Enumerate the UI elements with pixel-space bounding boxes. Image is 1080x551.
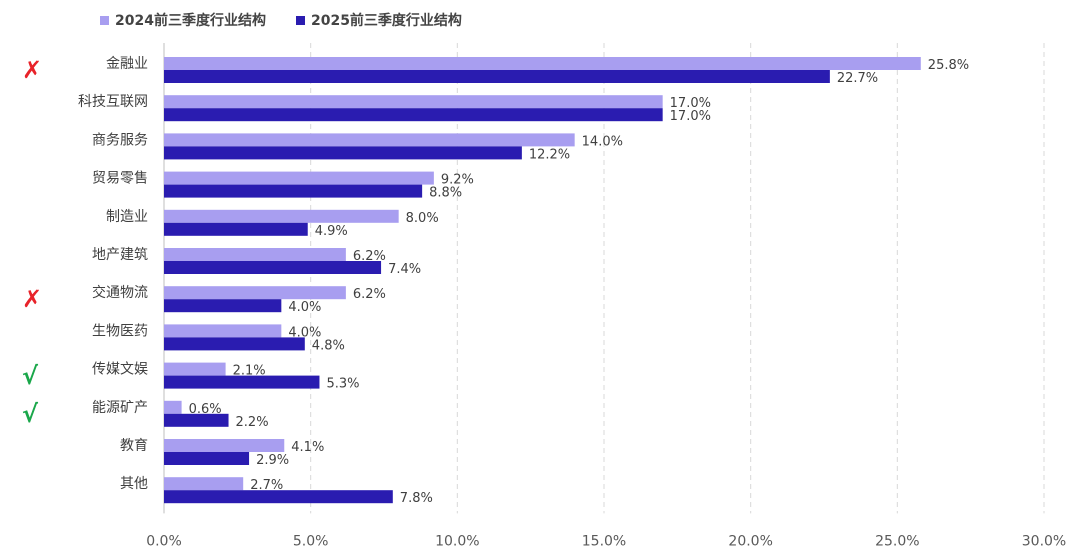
bar-2025 bbox=[164, 337, 305, 351]
bar-2024 bbox=[164, 171, 434, 185]
legend-item-2025: 2025前三季度行业结构 bbox=[295, 10, 462, 30]
value-label-2024: 14.0% bbox=[582, 134, 623, 149]
bar-2025 bbox=[164, 261, 382, 274]
x-tick-label: 20.0% bbox=[728, 533, 772, 549]
chart-legend: 2024前三季度行业结构 2025前三季度行业结构 bbox=[100, 10, 462, 30]
category-label: 交通物流 bbox=[92, 284, 148, 301]
x-tick-label: 25.0% bbox=[875, 533, 919, 549]
value-label-2024: 17.0% bbox=[670, 96, 711, 111]
bar-2025 bbox=[164, 184, 423, 198]
bar-2024 bbox=[164, 362, 226, 376]
value-label-2024: 8.0% bbox=[406, 211, 439, 226]
x-tick-label: 10.0% bbox=[435, 533, 479, 549]
value-label-2024: 9.2% bbox=[441, 173, 474, 188]
value-label-2025: 12.2% bbox=[529, 147, 570, 162]
bar-2024 bbox=[164, 477, 244, 491]
bar-2025 bbox=[164, 146, 522, 160]
value-label-2025: 4.0% bbox=[288, 300, 321, 315]
bar-2024 bbox=[164, 57, 921, 70]
value-label-2025: 2.9% bbox=[256, 453, 289, 468]
category-label: 其他 bbox=[120, 476, 148, 492]
category-label: 能源矿产 bbox=[92, 400, 148, 416]
category-label: 贸易零售 bbox=[92, 171, 148, 187]
check-mark-icon: √ bbox=[22, 399, 39, 428]
value-label-2024: 4.0% bbox=[288, 325, 321, 340]
category-label: 生物医药 bbox=[92, 323, 148, 339]
value-label-2024: 2.1% bbox=[233, 364, 266, 379]
bar-2024 bbox=[164, 133, 575, 147]
value-label-2025: 7.8% bbox=[400, 491, 433, 506]
cross-mark-icon: ✗ bbox=[22, 285, 43, 314]
bar-2025 bbox=[164, 375, 320, 389]
bar-2025 bbox=[164, 452, 250, 465]
bar-2024 bbox=[164, 95, 663, 109]
value-label-2024: 6.2% bbox=[353, 249, 386, 264]
x-tick-label: 5.0% bbox=[293, 533, 329, 549]
category-label: 地产建筑 bbox=[92, 247, 148, 263]
x-tick-label: 0.0% bbox=[146, 533, 182, 549]
x-tick-label: 15.0% bbox=[582, 533, 626, 549]
category-label: 传媒文娱 bbox=[92, 362, 148, 378]
bar-2025 bbox=[164, 70, 830, 83]
cross-mark-icon: ✗ bbox=[22, 56, 43, 84]
legend-swatch-2024 bbox=[100, 15, 109, 25]
bar-2025 bbox=[164, 222, 308, 236]
category-label: 商务服务 bbox=[92, 132, 148, 148]
value-label-2024: 25.8% bbox=[928, 58, 969, 73]
value-label-2025: 4.9% bbox=[315, 224, 348, 239]
bar-2024 bbox=[164, 324, 282, 338]
value-label-2025: 5.3% bbox=[326, 377, 359, 392]
value-label-2024: 4.1% bbox=[291, 440, 324, 455]
check-mark-icon: √ bbox=[22, 361, 39, 390]
legend-item-2024: 2024前三季度行业结构 bbox=[100, 10, 266, 30]
value-label-2024: 2.7% bbox=[250, 478, 283, 493]
value-label-2025: 2.2% bbox=[236, 415, 269, 430]
category-label: 制造业 bbox=[106, 209, 148, 225]
bar-2024 bbox=[164, 439, 285, 452]
category-label: 教育 bbox=[120, 438, 148, 454]
value-label-2025: 22.7% bbox=[837, 71, 878, 86]
bar-2024 bbox=[164, 248, 346, 261]
value-label-2024: 0.6% bbox=[189, 402, 222, 417]
legend-swatch-2025 bbox=[295, 15, 305, 25]
category-label: 金融业 bbox=[106, 56, 148, 72]
legend-label-2025: 2025前三季度行业结构 bbox=[310, 13, 462, 29]
legend-label-2024: 2024前三季度行业结构 bbox=[115, 13, 266, 29]
bar-2025 bbox=[164, 299, 282, 313]
bar-2025 bbox=[164, 490, 393, 504]
x-tick-label: 30.0% bbox=[1022, 533, 1066, 549]
value-label-2025: 7.4% bbox=[388, 262, 421, 277]
bar-2024 bbox=[164, 400, 182, 414]
bar-2025 bbox=[164, 108, 663, 122]
bar-2024 bbox=[164, 286, 346, 300]
value-label-2025: 4.8% bbox=[312, 338, 345, 353]
value-label-2025: 17.0% bbox=[670, 109, 711, 124]
bar-2025 bbox=[164, 413, 229, 427]
bar-2024 bbox=[164, 209, 399, 223]
value-label-2025: 8.8% bbox=[429, 186, 462, 201]
value-label-2024: 6.2% bbox=[353, 287, 386, 302]
category-label: 科技互联网 bbox=[78, 94, 148, 110]
